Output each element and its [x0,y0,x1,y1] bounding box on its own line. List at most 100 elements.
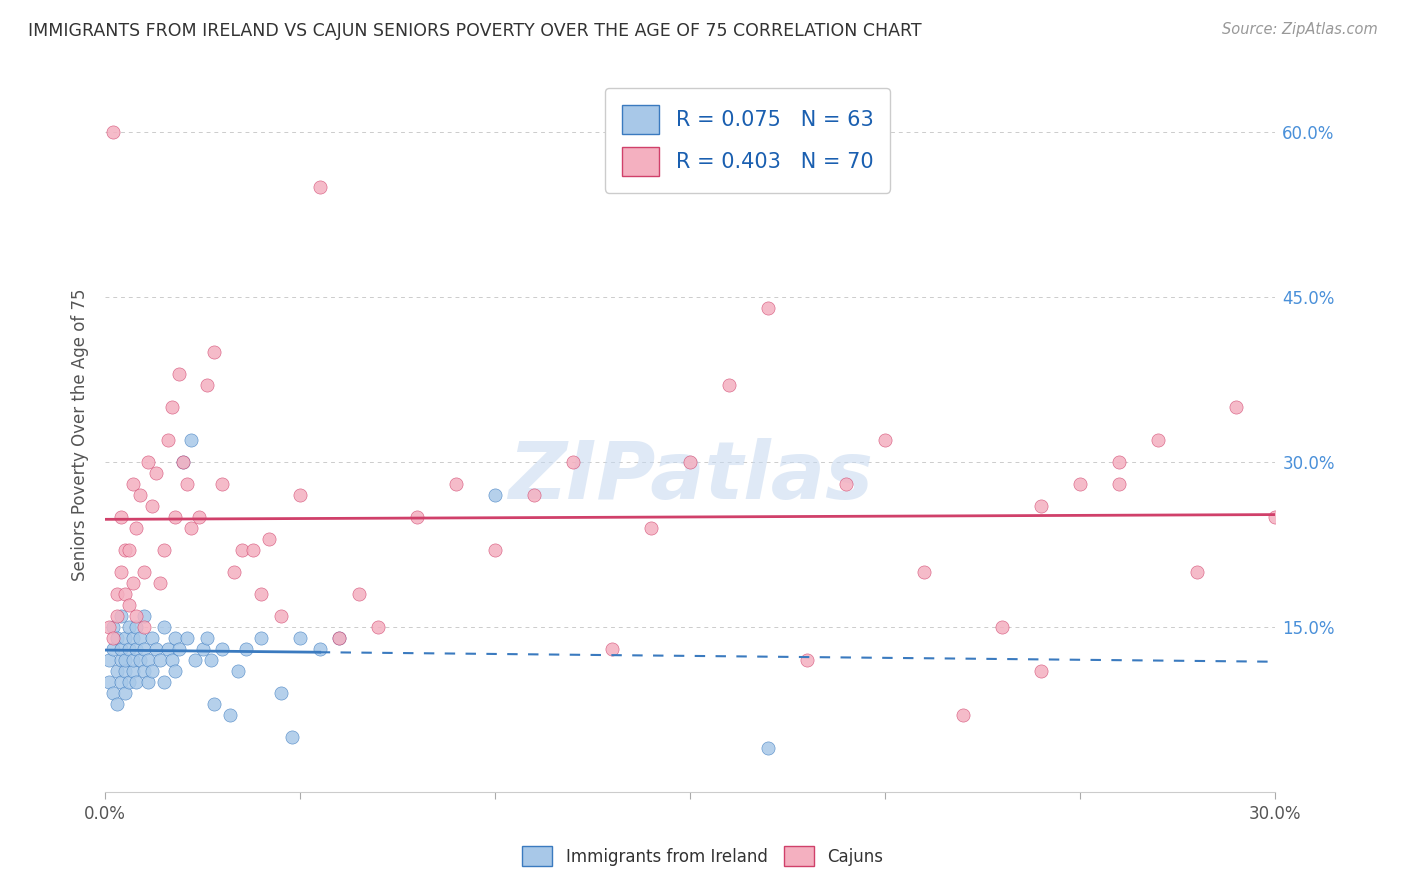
Point [134,608,156,623]
Point [160,653,183,667]
Point [114,686,136,700]
Point [281,730,304,744]
Point [117,620,139,634]
Point [114,631,136,645]
Point [187,510,209,524]
Point [406,510,429,524]
Point [176,477,198,491]
Point [145,641,167,656]
Point [1069,477,1091,491]
Point [134,664,156,678]
Point [101,686,124,700]
Point [125,608,148,623]
Point [152,620,174,634]
Point [114,542,136,557]
Point [156,641,179,656]
Point [328,631,350,645]
Point [105,664,128,678]
Point [169,641,191,656]
Point [1225,400,1247,414]
Point [235,641,257,656]
Point [1031,664,1053,678]
Point [125,521,148,535]
Point [136,455,159,469]
Point [308,180,330,194]
Point [101,125,124,139]
Point [101,631,124,645]
Point [176,631,198,645]
Point [121,631,143,645]
Point [134,620,156,634]
Point [484,488,506,502]
Point [290,488,312,502]
Point [141,631,163,645]
Point [219,707,242,722]
Point [211,477,233,491]
Point [270,686,292,700]
Point [117,542,139,557]
Point [562,455,585,469]
Point [165,510,187,524]
Point [347,587,370,601]
Point [110,641,132,656]
Point [444,477,467,491]
Point [242,542,264,557]
Point [129,631,152,645]
Point [129,653,152,667]
Point [1031,499,1053,513]
Point [136,674,159,689]
Point [180,521,202,535]
Point [98,620,121,634]
Point [134,641,156,656]
Point [290,631,312,645]
Point [110,565,132,579]
Point [110,510,132,524]
Point [98,674,121,689]
Point [114,653,136,667]
Point [640,521,662,535]
Point [121,575,143,590]
Point [125,674,148,689]
Point [796,653,818,667]
Point [222,565,245,579]
Point [718,378,741,392]
Point [679,455,702,469]
Point [195,378,218,392]
Point [110,653,132,667]
Point [125,641,148,656]
Point [101,620,124,634]
Point [875,433,897,447]
Point [328,631,350,645]
Point [101,641,124,656]
Point [308,641,330,656]
Point [117,674,139,689]
Text: Source: ZipAtlas.com: Source: ZipAtlas.com [1222,22,1378,37]
Point [600,641,623,656]
Point [136,653,159,667]
Legend: Immigrants from Ireland, Cajuns: Immigrants from Ireland, Cajuns [515,838,891,875]
Text: ZIPatlas: ZIPatlas [508,438,873,516]
Point [149,653,172,667]
Point [484,542,506,557]
Point [117,641,139,656]
Point [1108,477,1130,491]
Point [195,631,218,645]
Point [231,542,253,557]
Point [160,400,183,414]
Point [169,367,191,381]
Point [250,587,273,601]
Point [125,620,148,634]
Point [129,488,152,502]
Point [756,740,779,755]
Point [98,653,121,667]
Point [121,653,143,667]
Point [835,477,858,491]
Point [211,641,233,656]
Point [152,542,174,557]
Point [121,664,143,678]
Point [257,532,280,546]
Point [523,488,546,502]
Legend: R = 0.075   N = 63, R = 0.403   N = 70: R = 0.075 N = 63, R = 0.403 N = 70 [605,87,890,193]
Point [114,664,136,678]
Point [165,664,187,678]
